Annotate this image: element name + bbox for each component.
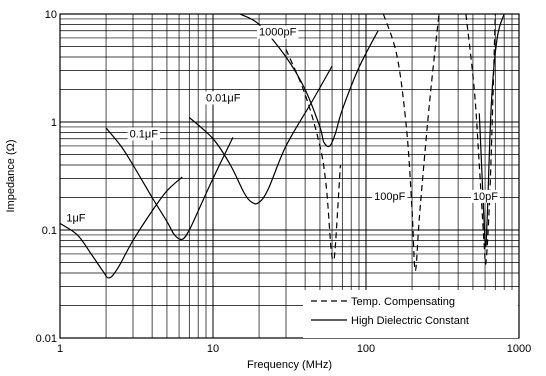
x-axis-label: Frequency (MHz) <box>247 359 332 371</box>
x-tick-label: 100 <box>357 343 375 355</box>
grid-lines <box>60 14 519 338</box>
y-tick-label: 0.01 <box>36 333 57 345</box>
curve-solid <box>105 127 234 241</box>
y-tick-label: 1 <box>51 117 57 129</box>
curve-solid <box>59 176 183 279</box>
curve-label: 0.01μF <box>206 92 241 104</box>
x-tick-label: 1000 <box>507 343 531 355</box>
curve-label-bg <box>203 91 243 105</box>
curve-solid <box>188 65 333 205</box>
curve-solid <box>478 13 505 248</box>
curve-dashed <box>285 49 341 261</box>
curve-label-bg <box>470 189 501 203</box>
y-tick-label: 10 <box>45 9 57 21</box>
legend-label: Temp. Compensating <box>351 296 455 308</box>
y-tick-label: 0.1 <box>42 225 57 237</box>
plot-frame <box>59 13 520 339</box>
curve-label: 100pF <box>374 191 405 203</box>
curve-label: 1000pF <box>259 27 297 39</box>
x-tick-label: 1 <box>57 343 63 355</box>
curve-label: 0.1μF <box>130 128 159 140</box>
curve-label: 1μF <box>66 212 85 224</box>
legend-box <box>303 290 518 338</box>
curve-label-bg <box>127 127 160 141</box>
x-tick-label: 10 <box>207 343 219 355</box>
curves <box>59 13 505 279</box>
y-axis-label: Impedance (Ω) <box>5 139 17 212</box>
curve-label: 10pF <box>473 191 498 203</box>
curve-dashed <box>382 13 440 272</box>
curve-solid <box>239 13 379 148</box>
legend-label: High Dielectric Constant <box>351 315 469 327</box>
curve-label-bg <box>64 211 88 225</box>
curve-label-bg <box>257 25 299 39</box>
curve-dashed <box>465 13 496 265</box>
tick-labels: 1 10 100 1000 0.01 0.1 1 10 <box>36 9 532 355</box>
curve-labels: 1μF 0.1μF 0.01μF 1000pF 100pF 10pF <box>64 25 501 225</box>
curve-label-bg <box>372 189 408 203</box>
legend: Temp. Compensating High Dielectric Consta… <box>303 290 518 338</box>
